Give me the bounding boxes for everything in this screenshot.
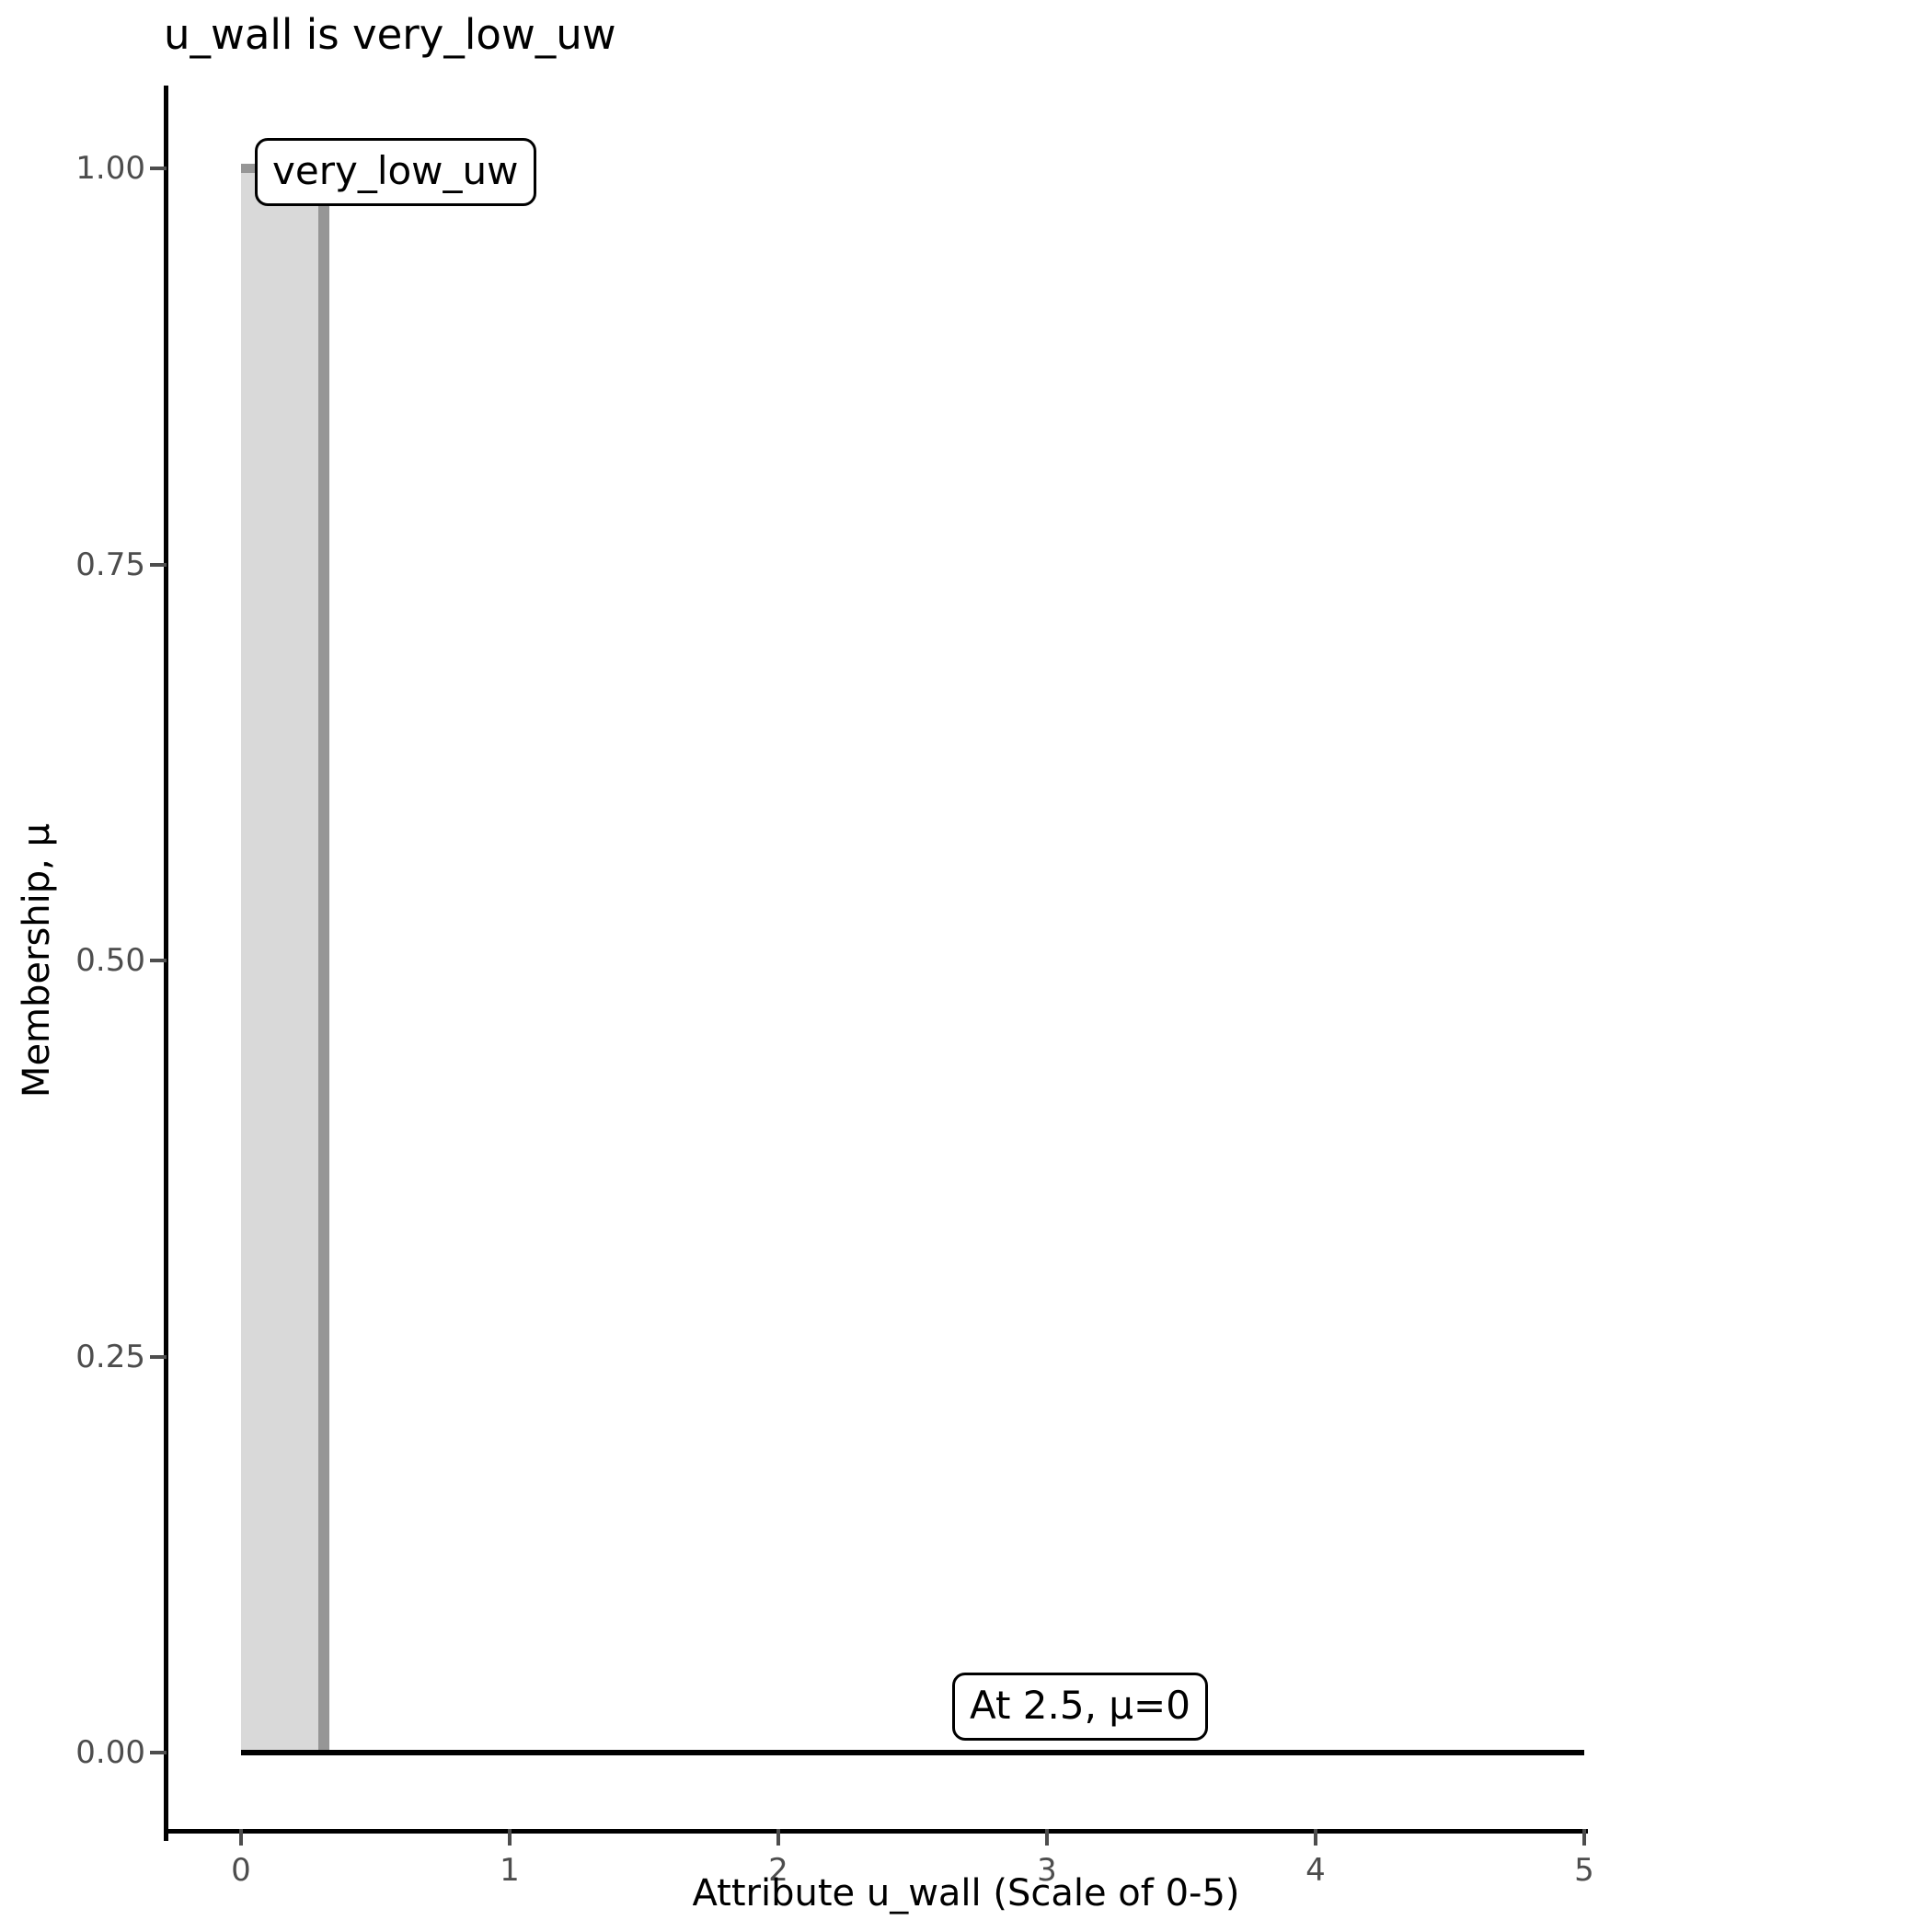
chart-figure: u_wall is very_low_uw 0.00 0.25 0.50 0.75 1.… bbox=[0, 0, 1932, 1932]
y-axis-title: Membership, μ bbox=[15, 500, 59, 1420]
x-tick-mark bbox=[1045, 1829, 1049, 1846]
fuzzy-set-label: very_low_uw bbox=[255, 138, 536, 206]
membership-zero-baseline bbox=[241, 1750, 1584, 1755]
membership-fill-region bbox=[241, 168, 319, 1753]
membership-drop-edge bbox=[318, 168, 329, 1753]
y-tick-label: 0.25 bbox=[75, 1341, 145, 1373]
y-tick-label: 0.00 bbox=[75, 1737, 145, 1768]
evaluation-point-label: At 2.5, μ=0 bbox=[952, 1673, 1208, 1741]
x-tick-mark bbox=[1582, 1829, 1586, 1846]
y-tick-mark bbox=[150, 1751, 167, 1754]
chart-title: u_wall is very_low_uw bbox=[164, 9, 616, 61]
x-tick-mark bbox=[239, 1829, 243, 1846]
y-tick-mark bbox=[150, 167, 167, 170]
y-tick-label: 0.75 bbox=[75, 549, 145, 581]
y-tick-mark bbox=[150, 563, 167, 567]
y-tick-label: 1.00 bbox=[75, 153, 145, 184]
x-tick-mark bbox=[508, 1829, 512, 1846]
y-tick-mark bbox=[150, 959, 167, 962]
y-axis-line bbox=[164, 86, 168, 1841]
x-tick-mark bbox=[776, 1829, 780, 1846]
x-axis-line bbox=[164, 1829, 1588, 1834]
x-axis-title: Attribute u_wall (Scale of 0-5) bbox=[0, 1871, 1932, 1915]
y-tick-mark bbox=[150, 1355, 167, 1359]
y-tick-label: 0.50 bbox=[75, 945, 145, 976]
plot-area bbox=[241, 83, 1584, 1753]
x-tick-mark bbox=[1314, 1829, 1317, 1846]
